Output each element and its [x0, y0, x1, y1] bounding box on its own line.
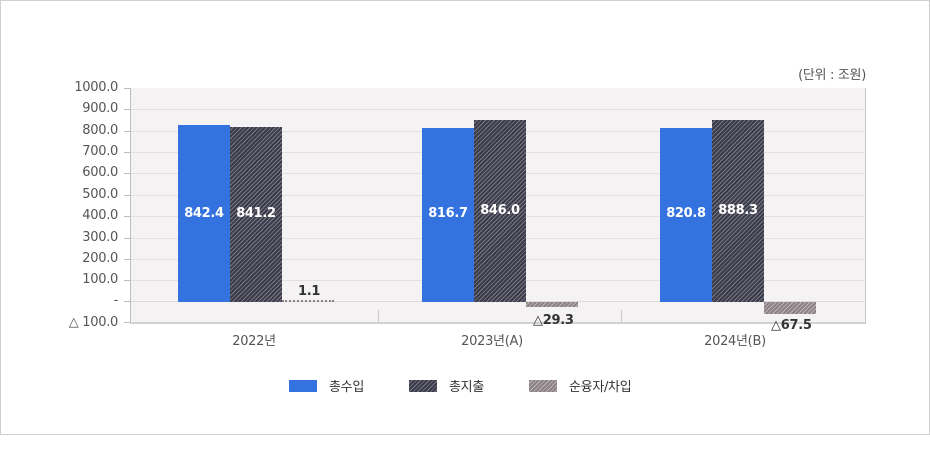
y-tick	[124, 152, 130, 153]
value-label: 816.7	[428, 206, 468, 221]
legend-item-net[interactable]: 순융자/차입	[529, 376, 632, 395]
y-tick-label: 700.0	[82, 144, 118, 159]
chart-legend: 총수입 총지출 순융자/차입	[0, 374, 930, 395]
y-tick-label: △ 100.0	[68, 315, 119, 330]
y-tick	[124, 238, 130, 239]
unit-label: (단위 : 조원)	[798, 68, 866, 83]
legend-label: 총지출	[449, 380, 484, 395]
legend-swatch-net	[529, 379, 557, 392]
bar-spend-2022[interactable]	[230, 127, 282, 302]
y-tick	[124, 259, 130, 260]
y-tick	[124, 109, 130, 110]
value-label: 820.8	[666, 206, 706, 221]
y-tick-label: 400.0	[82, 208, 118, 223]
y-tick	[124, 131, 130, 132]
value-label: 1.1	[298, 284, 321, 299]
value-label: △67.5	[771, 318, 812, 333]
y-axis-line	[130, 88, 131, 324]
y-tick	[124, 173, 130, 174]
y-tick-label: -	[113, 293, 119, 308]
y-tick	[124, 280, 130, 281]
y-tick-label: 300.0	[82, 230, 118, 245]
category-separator	[378, 310, 379, 322]
legend-swatch-income	[289, 379, 317, 392]
y-tick-label: 500.0	[82, 187, 118, 202]
category-separator	[621, 310, 622, 322]
y-tick-label: 100.0	[82, 272, 118, 287]
x-tick-label: 2022년	[232, 334, 276, 349]
y-tick-label: 600.0	[82, 165, 118, 180]
value-label: △29.3	[533, 313, 574, 328]
bar-spend-2024[interactable]	[712, 120, 764, 302]
value-label: 842.4	[184, 206, 224, 221]
value-label: 846.0	[480, 203, 520, 218]
legend-label: 순융자/차입	[569, 380, 632, 395]
x-axis-line	[130, 322, 866, 324]
x-tick-label: 2023년(A)	[461, 334, 523, 349]
bar-income-2023[interactable]	[422, 128, 474, 302]
bar-net-2024[interactable]	[764, 302, 816, 314]
bar-net-2023[interactable]	[526, 302, 578, 307]
y-tick-label: 200.0	[82, 251, 118, 266]
legend-swatch-spend	[409, 379, 437, 392]
legend-label: 총수입	[329, 380, 364, 395]
y-tick-label: 1000.0	[74, 80, 118, 95]
y-tick	[124, 216, 130, 217]
value-label: 888.3	[718, 203, 758, 218]
x-tick-label: 2024년(B)	[704, 334, 766, 349]
bar-income-2024[interactable]	[660, 128, 712, 302]
y-tick	[124, 88, 130, 89]
legend-item-spend[interactable]: 총지출	[409, 376, 484, 395]
y-tick-label: 900.0	[82, 101, 118, 116]
y-tick	[124, 195, 130, 196]
bar-spend-2023[interactable]	[474, 120, 526, 302]
y-tick	[124, 301, 130, 302]
bar-income-2022[interactable]	[178, 125, 230, 302]
gridline-900	[130, 109, 865, 110]
value-label: 841.2	[236, 206, 276, 221]
legend-item-income[interactable]: 총수입	[289, 376, 364, 395]
y-tick	[124, 322, 130, 323]
y-tick-label: 800.0	[82, 123, 118, 138]
bar-net-2022[interactable]	[282, 300, 334, 302]
